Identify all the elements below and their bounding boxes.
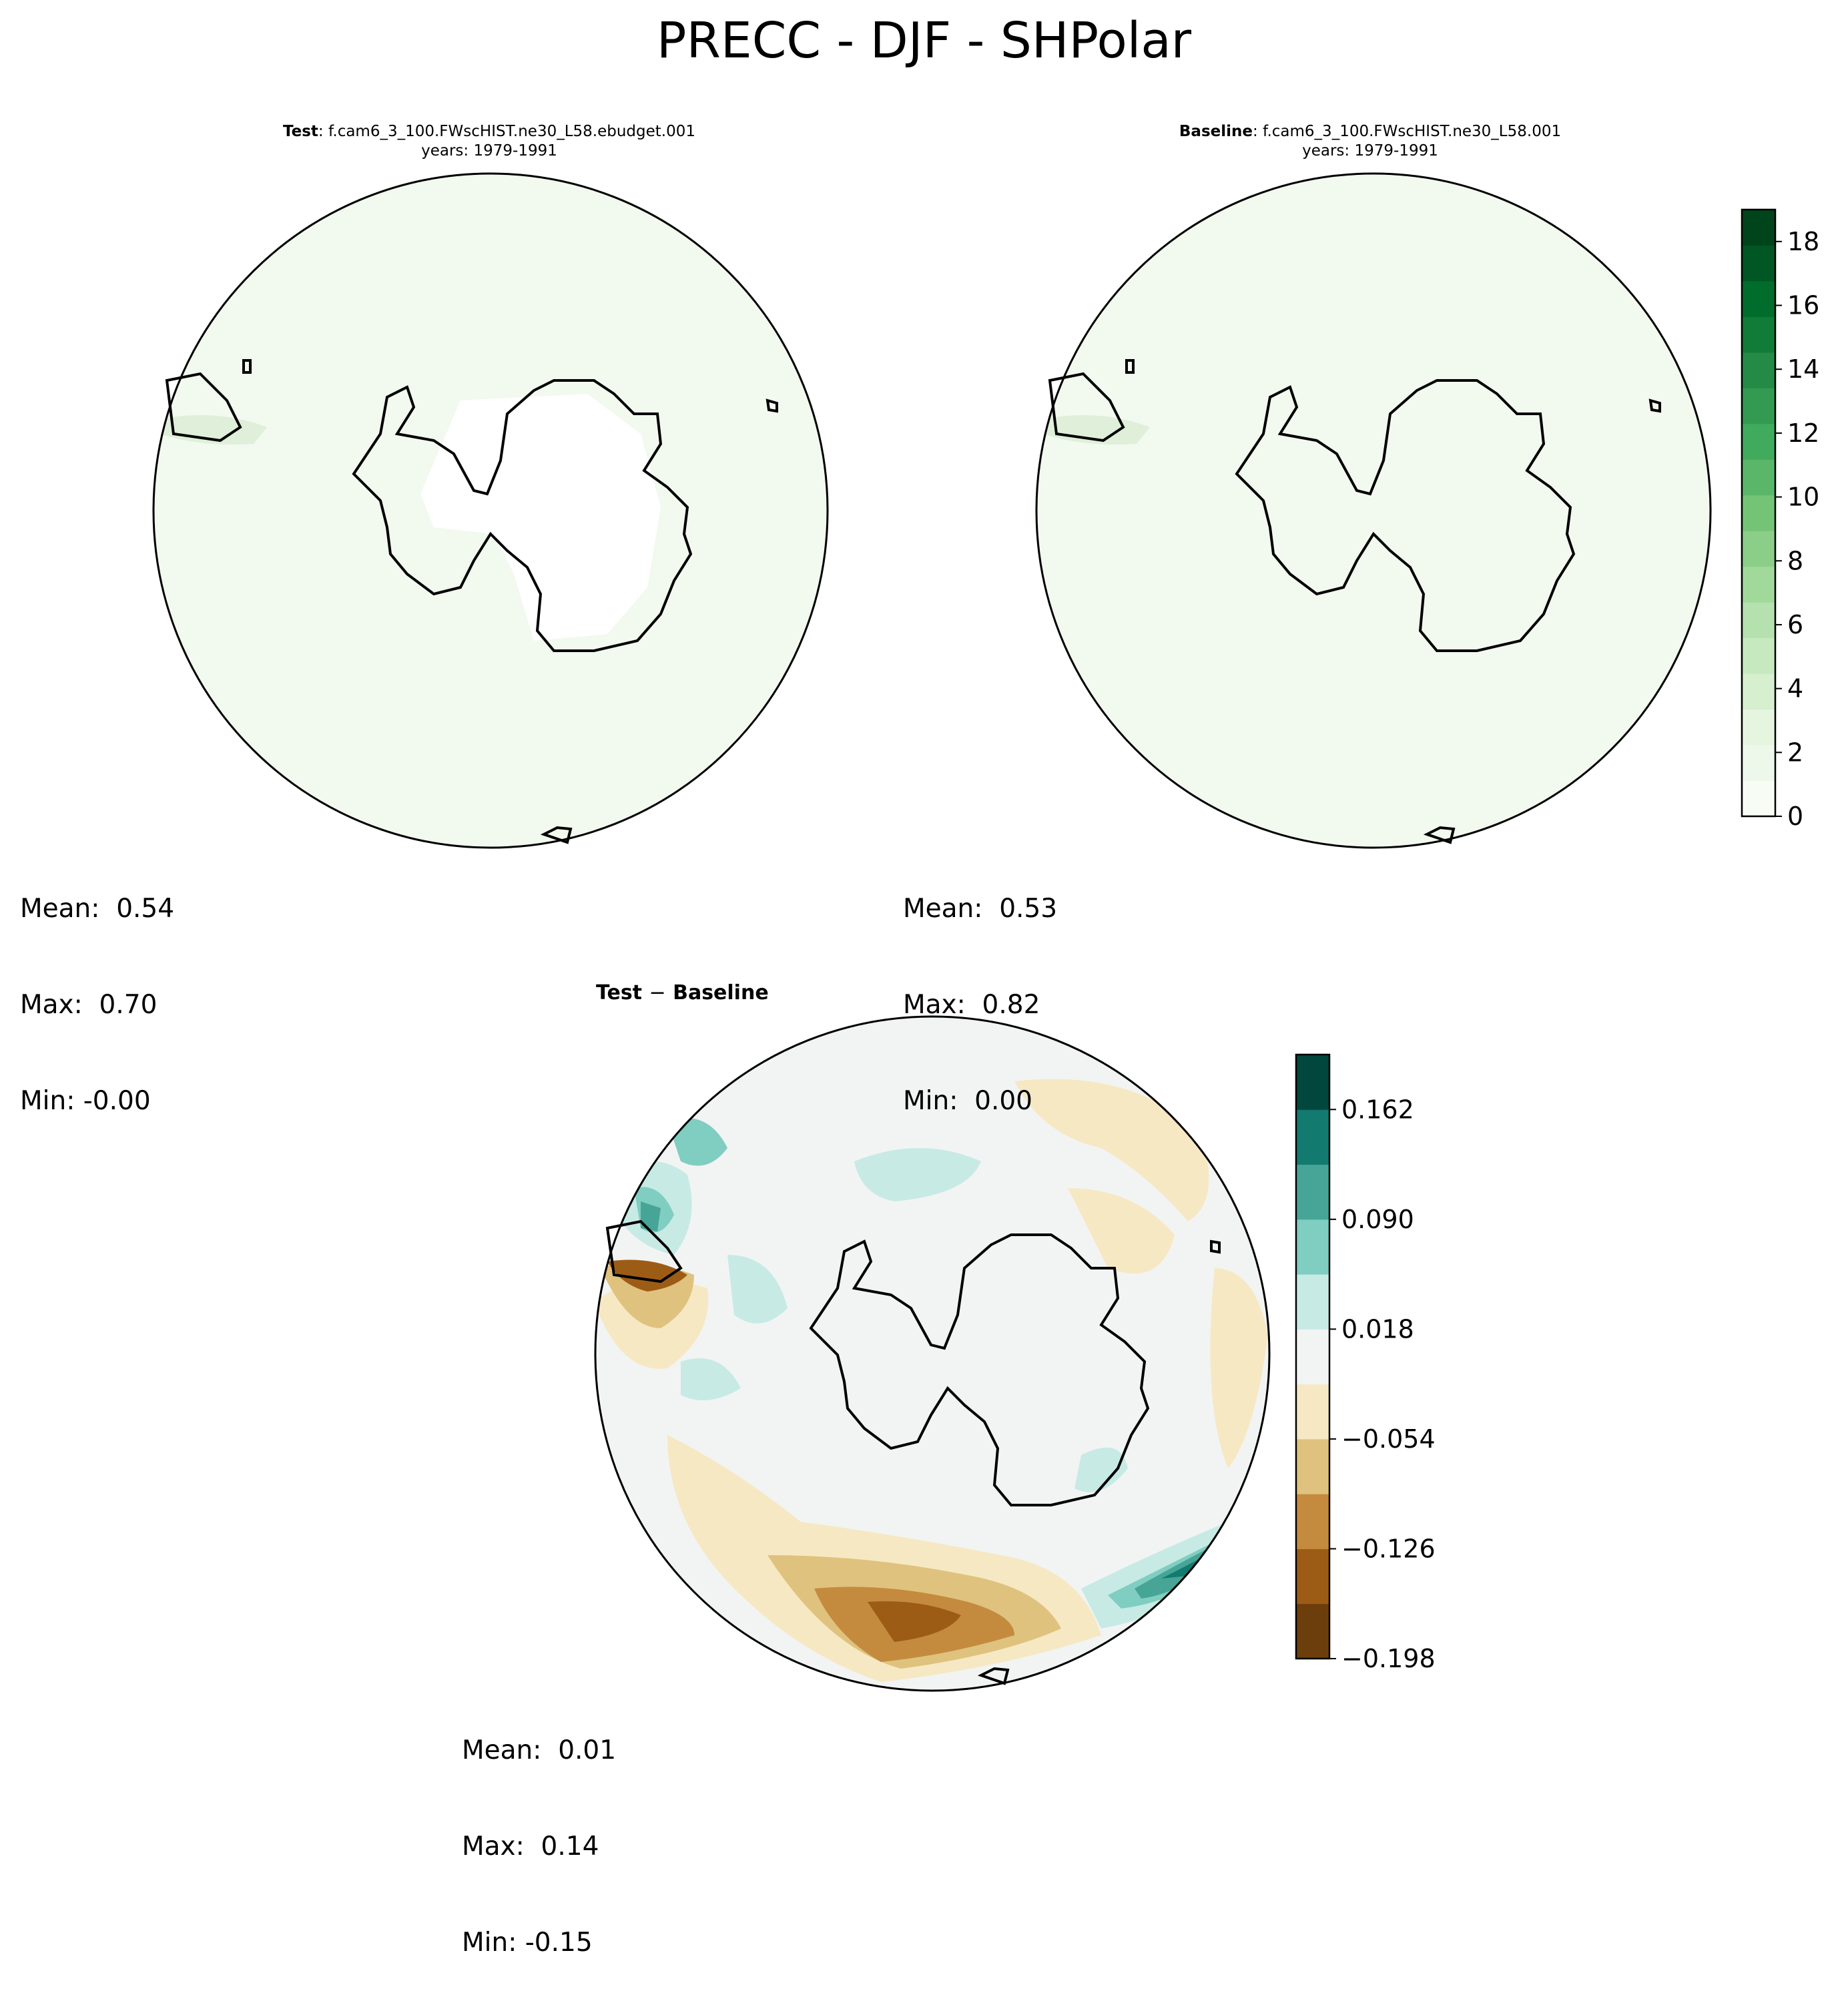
diff-map [594, 1015, 1271, 1692]
diff-colorbar-tick-label: −0.126 [1341, 1534, 1436, 1563]
main-colorbar-segment [1742, 316, 1775, 353]
test-years: years: 1979-1991 [421, 142, 557, 160]
diff-colorbar-tick-label: −0.198 [1341, 1644, 1436, 1673]
diff-stats: Mean: 0.01 Max: 0.14 Min: -0.15 [462, 1671, 616, 1991]
diff-colorbar-tick-label: 0.162 [1341, 1095, 1414, 1124]
main-colorbar-tick-label: 10 [1787, 483, 1819, 512]
diff-colorbar-segment [1296, 1274, 1329, 1330]
main-colorbar-segment [1742, 210, 1775, 246]
diff-colorbar-segment [1296, 1494, 1329, 1549]
test-sep: : [318, 123, 328, 140]
diff-colorbar-segment [1296, 1109, 1329, 1165]
baseline-max: Max: 0.82 [903, 990, 1040, 1020]
test-max: Max: 0.70 [20, 990, 158, 1020]
main-colorbar-tick-label: 18 [1787, 227, 1819, 256]
baseline-panel-title: Baseline: f.cam6_3_100.FWscHIST.ne30_L58… [1036, 122, 1704, 161]
baseline-label: Baseline [1179, 123, 1253, 140]
main-colorbar-segment [1742, 602, 1775, 639]
main-colorbar-segment [1742, 709, 1775, 746]
diff-label-minus: − [649, 981, 666, 1005]
test-label: Test [282, 123, 318, 140]
diff-colorbar-segment [1296, 1219, 1329, 1275]
diff-colorbar-segment [1296, 1603, 1329, 1659]
diff-label-test: Test [596, 981, 643, 1005]
main-colorbar-tick-label: 12 [1787, 418, 1819, 448]
main-colorbar-segment [1742, 423, 1775, 460]
main-colorbar-tick-label: 8 [1787, 546, 1803, 575]
test-mean: Mean: 0.54 [20, 894, 175, 924]
main-colorbar-segment [1742, 495, 1775, 531]
main-colorbar-tick-label: 14 [1787, 354, 1819, 384]
main-colorbar-segment [1742, 745, 1775, 782]
figure-title: PRECC - DJF - SHPolar [656, 12, 1192, 69]
main-colorbar-segment [1742, 352, 1775, 388]
diff-colorbar-segment [1296, 1384, 1329, 1440]
diff-max: Max: 0.14 [462, 1831, 599, 1862]
baseline-map [1035, 172, 1712, 849]
test-case-name: f.cam6_3_100.FWscHIST.ne30_L58.ebudget.0… [328, 123, 696, 140]
diff-colorbar-segment [1296, 1438, 1329, 1494]
baseline-stats: Mean: 0.53 Max: 0.82 Min: 0.00 [903, 829, 1057, 1149]
diff-colorbar: 0.162 0.090 0.018 −0.054 −0.126 −0.198 [1295, 1053, 1436, 1673]
main-colorbar-segment [1742, 280, 1775, 317]
main-colorbar-segment [1742, 531, 1775, 567]
test-panel-title: Test: f.cam6_3_100.FWscHIST.ne30_L58.ebu… [156, 122, 823, 161]
main-colorbar-segment [1742, 388, 1775, 424]
test-min: Min: -0.00 [20, 1086, 151, 1116]
diff-panel-title: Test − Baseline [596, 981, 769, 1005]
baseline-sep: : [1252, 123, 1263, 140]
diff-colorbar-tick-label: 0.090 [1341, 1205, 1414, 1234]
main-colorbar-segment [1742, 566, 1775, 603]
main-colorbar-tick-label: 0 [1787, 802, 1803, 828]
diff-colorbar-segment [1296, 1164, 1329, 1220]
main-colorbar-frame [1741, 208, 1777, 818]
diff-min: Min: -0.15 [462, 1928, 593, 1958]
baseline-years: years: 1979-1991 [1302, 142, 1438, 160]
baseline-min: Min: 0.00 [903, 1086, 1032, 1116]
diff-colorbar-segment [1296, 1548, 1329, 1605]
test-stats: Mean: 0.54 Max: 0.70 Min: -0.00 [20, 829, 174, 1149]
main-colorbar-tick-label: 6 [1787, 610, 1803, 639]
maps-canvas [152, 172, 1712, 1692]
diff-colorbar-segment [1296, 1329, 1329, 1385]
main-colorbar-segment [1742, 459, 1775, 496]
test-map [152, 172, 829, 849]
diff-mean: Mean: 0.01 [462, 1735, 617, 1765]
main-colorbar-tick-label: 2 [1787, 738, 1803, 767]
diff-colorbar-frame [1295, 1053, 1331, 1660]
main-colorbar-tick-label: 4 [1787, 674, 1803, 703]
diff-colorbar-tick-label: 0.018 [1341, 1314, 1414, 1344]
main-colorbar-segment [1742, 245, 1775, 282]
main-colorbar-tick-label: 16 [1787, 291, 1819, 320]
diff-colorbar-segment [1296, 1055, 1329, 1110]
diff-label-baseline: Baseline [673, 981, 769, 1005]
baseline-mean: Mean: 0.53 [903, 894, 1058, 924]
main-colorbar-segment [1742, 780, 1775, 817]
main-colorbar: 0 2 4 6 8 10 12 14 16 18 [1741, 208, 1819, 828]
baseline-case-name: f.cam6_3_100.FWscHIST.ne30_L58.001 [1263, 123, 1562, 140]
main-colorbar-segment [1742, 637, 1775, 674]
main-colorbar-segment [1742, 673, 1775, 710]
diff-colorbar-tick-label: −0.054 [1341, 1424, 1436, 1454]
